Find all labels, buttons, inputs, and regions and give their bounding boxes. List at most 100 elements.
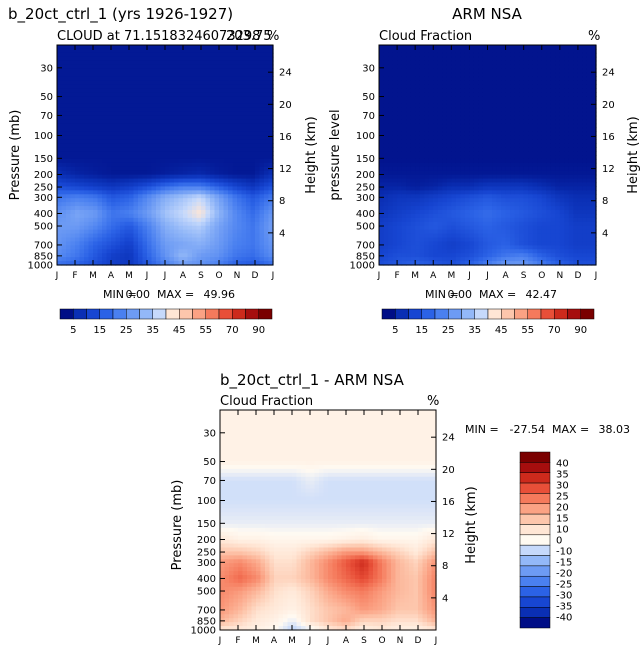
heatmap-cell	[264, 45, 270, 50]
heatmap-cell	[268, 225, 274, 231]
heatmap-cell	[102, 249, 108, 254]
heatmap-cell	[546, 221, 552, 227]
heatmap-cell	[446, 147, 452, 152]
heatmap-cell	[496, 261, 502, 266]
heatmap-cell	[379, 182, 385, 188]
heatmap-cell	[415, 221, 421, 227]
heatmap-cell	[433, 80, 439, 85]
heatmap-cell	[169, 202, 175, 207]
heatmap-cell	[219, 84, 225, 89]
heatmap-cell	[419, 261, 425, 266]
heatmap-cell	[169, 221, 175, 227]
heatmap-cell	[106, 127, 112, 133]
stats-max-value: 49.96	[204, 288, 236, 301]
heatmap-cell	[178, 225, 184, 231]
heatmap-cell	[514, 72, 520, 78]
heatmap-cell	[151, 225, 157, 231]
heatmap-cell	[187, 92, 193, 97]
heatmap-cell	[66, 151, 72, 156]
heatmap-cell	[392, 72, 398, 78]
heatmap-cell	[219, 261, 225, 266]
heatmap-cell	[210, 88, 216, 93]
heatmap-cell	[75, 60, 81, 66]
heatmap-cell	[428, 198, 434, 203]
heatmap-cell	[406, 45, 412, 50]
heatmap-cell	[223, 206, 229, 211]
heatmap-cell	[210, 151, 216, 156]
heatmap-cell	[379, 107, 385, 113]
heatmap-cell	[250, 139, 256, 144]
heatmap-cell	[437, 249, 443, 254]
heatmap-cell	[379, 143, 385, 148]
heatmap-cell	[388, 72, 394, 78]
heatmap-cell	[528, 155, 534, 160]
heatmap-cell	[415, 174, 421, 180]
heatmap-cell	[192, 68, 198, 74]
heatmap-cell	[169, 60, 175, 66]
heatmap-cell	[57, 170, 63, 176]
heatmap-cell	[546, 213, 552, 219]
heatmap-cell	[66, 202, 72, 207]
heatmap-cell	[57, 72, 63, 78]
heatmap-cell	[383, 64, 389, 70]
heatmap-cell	[111, 174, 117, 180]
heatmap-cell	[532, 119, 538, 125]
heatmap-cell	[406, 213, 412, 219]
heatmap-cell	[428, 202, 434, 207]
heatmap-cell	[201, 56, 207, 62]
heatmap-cell	[97, 76, 103, 81]
heatmap-cell	[138, 143, 144, 148]
heatmap-cell	[75, 182, 81, 188]
heatmap-cell	[219, 198, 225, 203]
heatmap-cell	[237, 217, 243, 223]
heatmap-cell	[523, 174, 529, 180]
heatmap-cell	[237, 261, 243, 266]
heatmap-cell	[219, 206, 225, 211]
heatmap-cell	[187, 162, 193, 168]
heatmap-cell	[546, 127, 552, 133]
heatmap-cell	[160, 60, 166, 66]
heatmap-cell	[410, 115, 416, 121]
heatmap-cell	[93, 123, 99, 129]
heatmap-cell	[84, 233, 90, 239]
heatmap-cell	[255, 174, 261, 180]
heatmap-cell	[519, 143, 525, 148]
heatmap-cell	[241, 213, 247, 219]
heatmap-cell	[419, 135, 425, 140]
heatmap-cell	[183, 241, 189, 246]
heatmap-cell	[428, 225, 434, 231]
heatmap-cell	[61, 241, 67, 246]
heatmap-cell	[473, 229, 480, 235]
heatmap-cell	[496, 194, 502, 199]
heatmap-cell	[446, 206, 452, 211]
heatmap-cell	[397, 229, 403, 235]
heatmap-cells	[379, 45, 597, 266]
heatmap-cell	[501, 103, 507, 109]
heatmap-cell	[115, 64, 121, 70]
heatmap-cell	[183, 221, 189, 227]
heatmap-cell	[124, 151, 130, 156]
heatmap-cell	[57, 174, 63, 180]
heatmap-cell	[523, 96, 529, 101]
heatmap-cell	[169, 52, 175, 58]
heatmap-cell	[442, 45, 448, 50]
heatmap-cell	[510, 233, 516, 239]
heatmap-cell	[187, 233, 193, 239]
x-tick-label: D	[252, 271, 259, 281]
heatmap-cell	[397, 48, 403, 54]
heatmap-cell	[268, 52, 274, 58]
heatmap-cell	[460, 68, 466, 74]
heatmap-cell	[151, 147, 157, 152]
heatmap-cell	[183, 253, 189, 258]
heatmap-cell	[383, 174, 389, 180]
heatmap-cell	[546, 139, 552, 144]
heatmap-cell	[219, 64, 225, 70]
heatmap-cell	[192, 190, 198, 195]
heatmap-cell	[546, 257, 552, 262]
heatmap-cell	[464, 202, 471, 207]
unit-label: %	[588, 29, 600, 44]
heatmap-cell	[138, 237, 144, 243]
heatmap-cell	[455, 127, 461, 133]
heatmap-cell	[93, 92, 99, 97]
heatmap-cell	[492, 84, 498, 89]
